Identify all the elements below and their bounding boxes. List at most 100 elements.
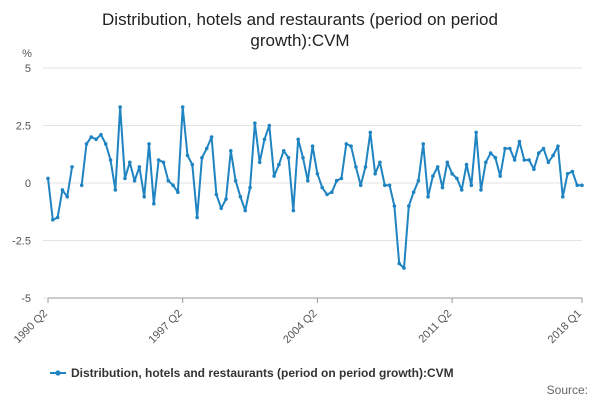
data-point	[358, 183, 363, 188]
y-axis-unit-label: %	[22, 48, 32, 60]
data-point	[354, 165, 358, 169]
data-point	[320, 185, 325, 190]
data-point	[301, 155, 305, 160]
data-point	[46, 176, 50, 181]
data-point	[387, 183, 392, 188]
data-point	[488, 151, 493, 155]
data-point	[267, 123, 272, 128]
data-point	[152, 201, 156, 206]
data-point	[99, 132, 103, 137]
data-point	[339, 176, 344, 181]
data-point	[541, 146, 546, 151]
data-point	[238, 195, 243, 199]
data-point	[219, 206, 223, 211]
data-point	[373, 172, 377, 176]
y-tick-label: 0	[25, 178, 31, 190]
data-point	[176, 190, 180, 194]
data-point	[527, 158, 531, 162]
data-point	[435, 165, 440, 169]
data-point	[407, 204, 411, 208]
data-point	[224, 197, 228, 201]
data-point	[200, 155, 204, 160]
data-point	[89, 135, 94, 139]
data-point	[382, 183, 387, 188]
y-tick-label: -5	[21, 293, 31, 305]
data-point	[426, 195, 430, 199]
data-point	[123, 176, 127, 181]
data-point	[103, 142, 108, 146]
data-point	[108, 158, 113, 162]
data-point	[325, 192, 329, 197]
legend-series-label: Distribution, hotels and restaurants (pe…	[71, 366, 454, 380]
data-point	[402, 266, 406, 270]
data-point	[421, 142, 426, 146]
data-point	[161, 160, 166, 165]
source-label: Source:	[547, 383, 588, 397]
x-tick-label: 2018 Q1	[546, 308, 584, 346]
x-tick-label: 2011 Q2	[416, 308, 454, 346]
legend-point-marker	[55, 370, 61, 376]
data-point	[277, 162, 281, 167]
data-point	[450, 172, 454, 176]
data-point	[156, 158, 161, 162]
data-point	[305, 178, 310, 183]
data-point	[209, 135, 214, 139]
data-point	[310, 144, 315, 148]
data-point	[94, 137, 98, 142]
data-point	[166, 178, 171, 183]
data-point	[560, 195, 565, 199]
data-point	[580, 183, 584, 188]
data-point	[79, 183, 84, 188]
data-point	[479, 188, 483, 192]
legend: Distribution, hotels and restaurants (pe…	[50, 366, 454, 380]
data-point	[416, 178, 421, 183]
data-point	[503, 146, 507, 151]
data-point	[363, 165, 368, 169]
x-axis-tick-labels: 1990 Q2 1997 Q2 2004 Q2 2011 Q2 2018 Q1	[12, 298, 584, 346]
data-point	[464, 162, 469, 167]
data-point	[344, 142, 349, 146]
data-point	[512, 158, 517, 162]
data-point	[190, 162, 195, 167]
data-point	[445, 160, 450, 165]
data-point	[378, 160, 382, 165]
data-point	[195, 215, 199, 220]
data-point	[262, 137, 267, 142]
data-point	[532, 167, 536, 171]
data-point	[70, 165, 74, 169]
data-point	[132, 178, 137, 183]
data-point	[51, 218, 55, 222]
data-point	[517, 139, 522, 144]
x-tick-label: 1997 Q2	[146, 308, 184, 346]
data-point	[522, 158, 527, 162]
data-point	[147, 142, 151, 146]
data-point	[296, 137, 300, 142]
data-point	[248, 185, 252, 190]
data-point	[556, 144, 560, 148]
data-point	[60, 188, 65, 192]
data-point	[474, 130, 478, 135]
data-point	[127, 160, 132, 165]
data-point	[65, 195, 70, 199]
data-point	[315, 172, 320, 176]
series-line	[47, 106, 582, 270]
data-series	[46, 105, 584, 270]
data-point	[253, 121, 257, 125]
x-tick-label: 2004 Q2	[281, 308, 319, 346]
data-point	[180, 105, 185, 109]
data-point	[84, 142, 89, 146]
data-point	[257, 160, 262, 165]
data-point	[171, 183, 175, 188]
x-tick-label: 1990 Q2	[12, 308, 50, 346]
data-point	[469, 183, 474, 188]
data-point	[551, 153, 555, 158]
data-point	[411, 190, 416, 194]
y-tick-label: 2.5	[16, 121, 31, 133]
y-tick-label: -2.5	[12, 236, 31, 248]
gridlines	[43, 67, 582, 299]
data-point	[536, 151, 541, 155]
chart-title-line-2: growth):CVM	[250, 31, 349, 50]
data-point	[204, 146, 209, 151]
data-point	[137, 165, 142, 169]
